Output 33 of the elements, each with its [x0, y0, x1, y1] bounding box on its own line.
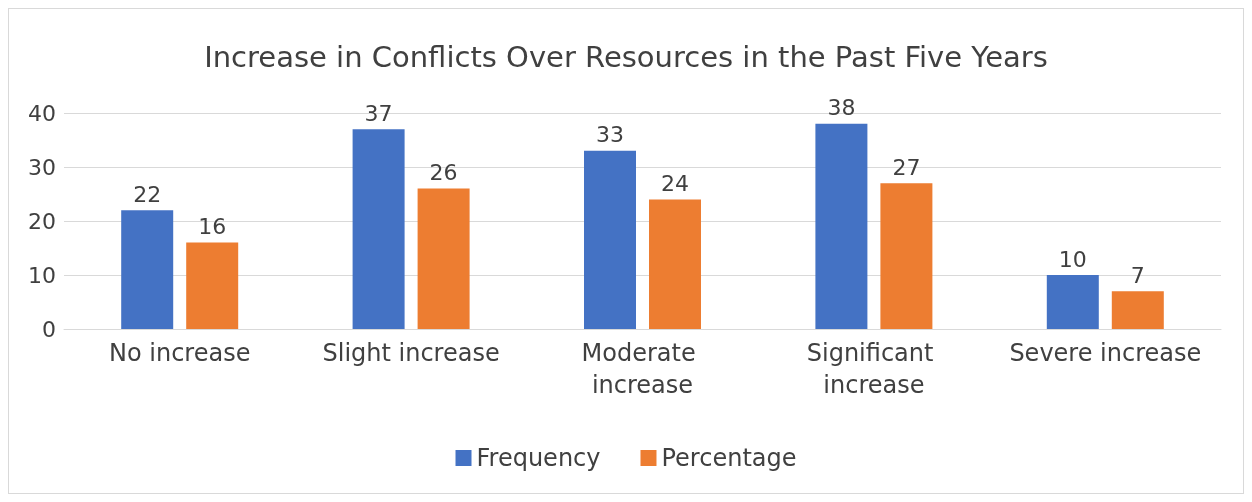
y-tick-label: 20 — [28, 208, 56, 234]
bar — [121, 210, 174, 329]
y-tick-label: 40 — [28, 100, 56, 126]
y-tick-label: 30 — [28, 154, 56, 180]
data-label: 10 — [1058, 246, 1087, 272]
y-tick-label: 10 — [28, 262, 56, 288]
x-tick-label: No increase — [108, 339, 251, 367]
bar — [1046, 275, 1099, 329]
bar — [584, 150, 636, 329]
bar — [352, 129, 405, 329]
data-label: 22 — [133, 181, 162, 207]
bar — [880, 183, 933, 329]
chart-title: Increase in Conflicts Over Resources in the Past Five Years — [204, 39, 1048, 74]
y-tick-label: 0 — [42, 316, 56, 342]
x-tick-label: Significant increase — [806, 339, 942, 399]
bar — [815, 123, 868, 329]
x-tick-label: Moderate increase — [581, 339, 704, 399]
data-label: 37 — [364, 100, 393, 126]
bar — [1111, 291, 1164, 329]
legend-label: Percentage — [661, 444, 797, 472]
bar — [186, 242, 239, 329]
data-label: 33 — [596, 122, 624, 148]
legend-label: Frequency — [476, 444, 601, 472]
data-label: 38 — [827, 95, 856, 121]
data-label: 26 — [429, 160, 458, 186]
data-label: 7 — [1130, 262, 1145, 288]
data-label: 16 — [198, 214, 227, 240]
x-tick-label: Severe increase — [1009, 339, 1202, 367]
data-label: 27 — [892, 154, 921, 180]
bar — [417, 188, 470, 329]
data-label: 24 — [661, 170, 689, 196]
bar — [649, 199, 701, 329]
x-tick-label: Slight increase — [322, 339, 500, 367]
